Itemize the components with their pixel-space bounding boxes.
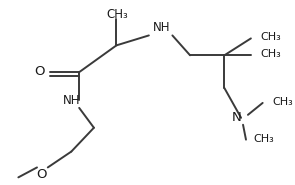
Text: O: O <box>37 168 47 181</box>
Text: O: O <box>35 65 45 78</box>
Text: CH₃: CH₃ <box>272 97 293 107</box>
Text: N: N <box>231 111 241 124</box>
Text: CH₃: CH₃ <box>260 32 281 42</box>
Text: NH: NH <box>63 94 80 107</box>
Text: NH: NH <box>153 21 170 34</box>
Text: CH₃: CH₃ <box>253 134 274 144</box>
Text: CH₃: CH₃ <box>260 49 281 59</box>
Text: CH₃: CH₃ <box>106 8 128 21</box>
